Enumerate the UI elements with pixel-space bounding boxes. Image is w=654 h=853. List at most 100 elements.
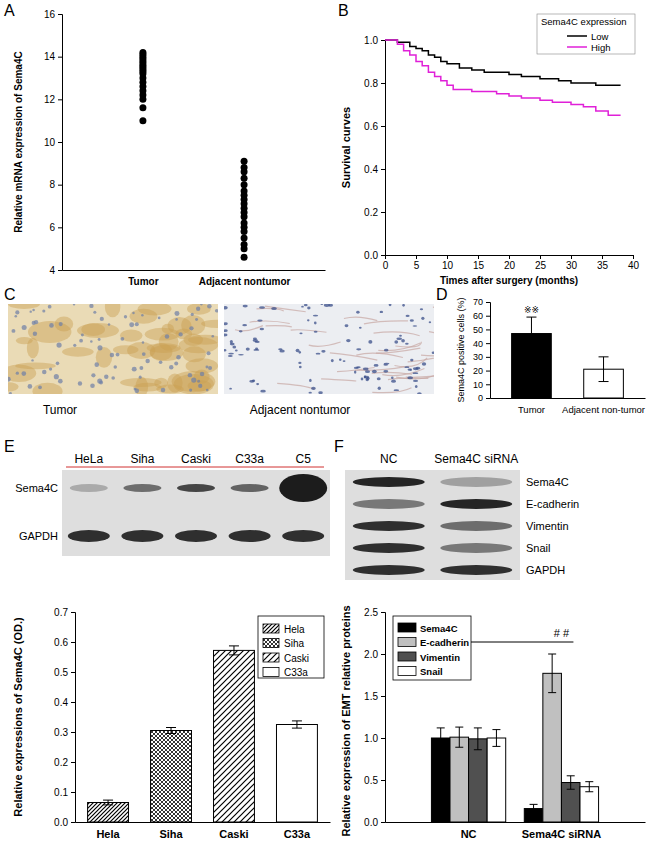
point — [241, 181, 248, 188]
tick-mark — [71, 792, 75, 793]
texture — [402, 304, 405, 307]
tick: 25 — [535, 255, 547, 271]
texture — [105, 304, 121, 317]
texture — [309, 379, 312, 382]
axis-line — [486, 303, 491, 399]
texture — [129, 322, 134, 327]
texture — [309, 392, 312, 394]
texture — [211, 335, 214, 338]
significance: ※※ — [524, 305, 539, 315]
tick: 35 — [597, 255, 609, 271]
texture — [111, 376, 115, 380]
y-axis-title: Survival curves — [340, 107, 352, 188]
texture — [206, 389, 209, 392]
lane-label: HeLa — [74, 452, 103, 466]
texture — [359, 327, 362, 329]
tick-label: 0.2 — [54, 757, 68, 768]
texture — [383, 370, 388, 373]
micrograph-background — [224, 304, 434, 394]
texture — [253, 339, 258, 342]
error-bar — [292, 721, 302, 728]
y-axis-title: Relative expressions of Sema4C (OD.) — [12, 617, 24, 817]
tick-label: 0.5 — [54, 667, 68, 678]
tick: 0.1 — [54, 787, 75, 798]
tick-mark — [633, 255, 634, 259]
legend: HelaSihaCaskiC33a — [258, 616, 324, 678]
micrograph — [8, 304, 218, 394]
tick-label: 35 — [597, 260, 609, 271]
band — [123, 484, 161, 492]
tick-mark — [486, 384, 490, 385]
error-bar — [166, 728, 176, 734]
texture — [81, 323, 105, 336]
tick: 0.6 — [364, 121, 385, 132]
tick-mark — [381, 40, 385, 41]
tick-label: 4 — [49, 265, 55, 276]
point — [241, 175, 248, 182]
micrograph-label: Tumor — [43, 403, 77, 417]
tick-mark — [381, 780, 385, 781]
tick: Tumor — [128, 270, 158, 287]
separator — [66, 467, 324, 468]
tick-label: 50 — [473, 325, 483, 335]
texture — [8, 304, 40, 309]
texture — [207, 304, 212, 309]
tick-label: 0.0 — [54, 817, 68, 828]
panel-label: C — [4, 286, 16, 303]
error-bar — [492, 730, 500, 747]
point — [139, 96, 146, 103]
texture — [9, 392, 12, 394]
texture — [124, 315, 127, 318]
lane-label: NC — [380, 452, 398, 466]
tick-label: 10 — [44, 137, 56, 148]
tick-mark — [71, 732, 75, 733]
tick: Siha — [159, 822, 183, 840]
bar — [431, 738, 450, 822]
axis: HelaSihaCaskiC33a — [76, 822, 331, 840]
texture — [311, 387, 316, 390]
tick: C33a — [284, 822, 311, 840]
texture — [260, 390, 266, 393]
tick-mark — [71, 762, 75, 763]
texture — [304, 304, 308, 306]
legend-swatch — [398, 652, 416, 661]
tick: 0 — [383, 255, 389, 271]
error-bar — [530, 804, 538, 812]
point — [241, 213, 248, 220]
texture — [372, 370, 377, 373]
texture — [145, 359, 149, 363]
axis: 0.00.51.01.52.02.5 — [364, 607, 385, 828]
tick-label: 12 — [44, 94, 56, 105]
band — [440, 477, 512, 487]
texture — [429, 321, 431, 323]
tick-mark — [58, 227, 62, 228]
texture — [197, 380, 200, 383]
tick: 0.4 — [364, 164, 385, 175]
tick: 10 — [44, 137, 62, 148]
texture — [32, 309, 35, 312]
tick: 8 — [49, 179, 62, 190]
axis-line — [381, 613, 386, 823]
tick: Adjacent non-tumor — [562, 398, 645, 415]
texture — [32, 321, 36, 325]
tick: 20 — [504, 255, 516, 271]
band — [353, 565, 425, 575]
texture — [100, 317, 104, 321]
texture — [191, 377, 196, 382]
tick-label: 30 — [473, 352, 483, 362]
texture — [15, 310, 19, 314]
texture — [130, 309, 158, 324]
texture — [363, 368, 369, 371]
lane-label: C5 — [296, 452, 312, 466]
texture — [321, 350, 325, 353]
texture — [410, 319, 414, 321]
texture — [346, 339, 350, 342]
band — [282, 530, 324, 542]
row-label: Snail — [526, 542, 550, 554]
texture — [188, 373, 192, 377]
texture — [316, 353, 321, 355]
texture — [56, 342, 61, 347]
tick-label: 0 — [383, 260, 389, 271]
tick-label: 8 — [49, 179, 55, 190]
texture — [354, 370, 356, 373]
